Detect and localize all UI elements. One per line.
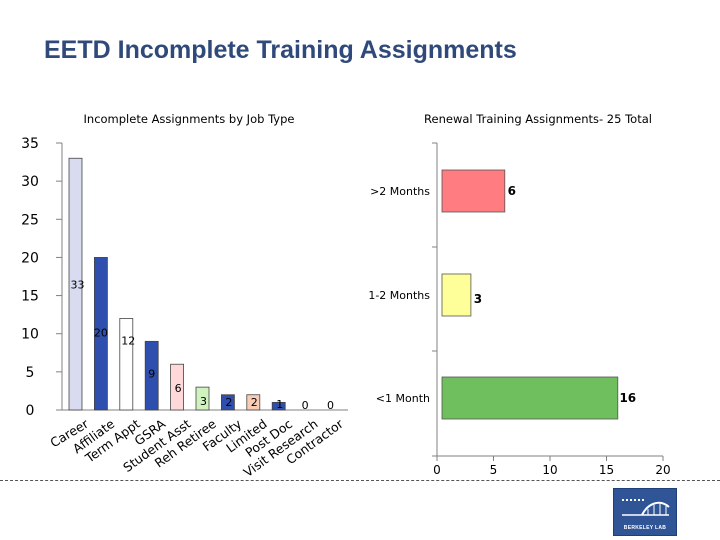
left-data-label: 2 [251, 396, 258, 409]
right-data-label: 16 [619, 391, 636, 405]
left-bar [170, 363, 185, 411]
left-data-label: 33 [71, 278, 85, 291]
left-bar [220, 394, 235, 411]
berkeley-lab-logo: BERKELEY LAB [613, 488, 677, 536]
left-data-label: 6 [175, 382, 182, 395]
right-chart: 0 5 10 15 20 >2 Months 6 1-2 Months 3 <1 Month 16 [368, 142, 671, 477]
right-x-tick-label: 5 [490, 463, 498, 477]
left-data-label: 12 [121, 334, 135, 347]
left-data-label: 9 [148, 367, 155, 380]
left-data-label: 3 [200, 395, 207, 408]
left-y-tick-label: 15 [21, 289, 39, 305]
right-x-tick-label: 15 [599, 463, 614, 477]
slide-title: EETD Incomplete Training Assignments [44, 36, 517, 64]
right-category-label: <1 Month [376, 392, 430, 405]
left-bar [94, 257, 108, 411]
left-bar [144, 340, 159, 411]
right-bar [441, 169, 506, 213]
right-category-label: 1-2 Months [368, 289, 430, 302]
left-bar [119, 318, 134, 411]
right-x-tick-label: 0 [433, 463, 441, 477]
left-y-tick-label: 30 [21, 174, 39, 190]
left-bar [195, 386, 210, 411]
right-data-label: 3 [474, 292, 482, 306]
left-data-label: 2 [225, 396, 232, 409]
left-y-tick-label: 5 [26, 365, 35, 381]
right-x-tick-label: 10 [542, 463, 557, 477]
left-bar [246, 394, 261, 411]
left-bar [271, 401, 286, 411]
charts-canvas: Incomplete Assignments by Job Type Renew… [21, 112, 671, 480]
left-y-tick-label: 25 [21, 212, 39, 228]
left-y-tick-label: 0 [26, 403, 35, 419]
left-chart: 0510152025303533Career20Affiliate12Term … [21, 136, 348, 480]
left-y-tick-label: 20 [21, 250, 39, 266]
right-chart-title: Renewal Training Assignments- 25 Total [424, 112, 652, 126]
footer-divider [0, 480, 720, 481]
right-category-label: >2 Months [370, 185, 430, 198]
left-bar [68, 157, 83, 411]
right-x-tick-label: 20 [655, 463, 670, 477]
left-y-tick-label: 10 [21, 327, 39, 343]
left-chart-title: Incomplete Assignments by Job Type [84, 112, 295, 126]
left-data-label: 1 [276, 398, 283, 411]
left-data-label: 0 [327, 399, 334, 412]
right-data-label: 6 [508, 184, 516, 198]
right-bar [441, 376, 619, 420]
right-bar [441, 273, 472, 317]
left-y-tick-label: 35 [21, 136, 39, 152]
left-data-label: 20 [94, 326, 108, 339]
left-data-label: 0 [302, 399, 309, 412]
logo-text: BERKELEY LAB [623, 525, 667, 531]
logo-graphic [622, 499, 670, 516]
